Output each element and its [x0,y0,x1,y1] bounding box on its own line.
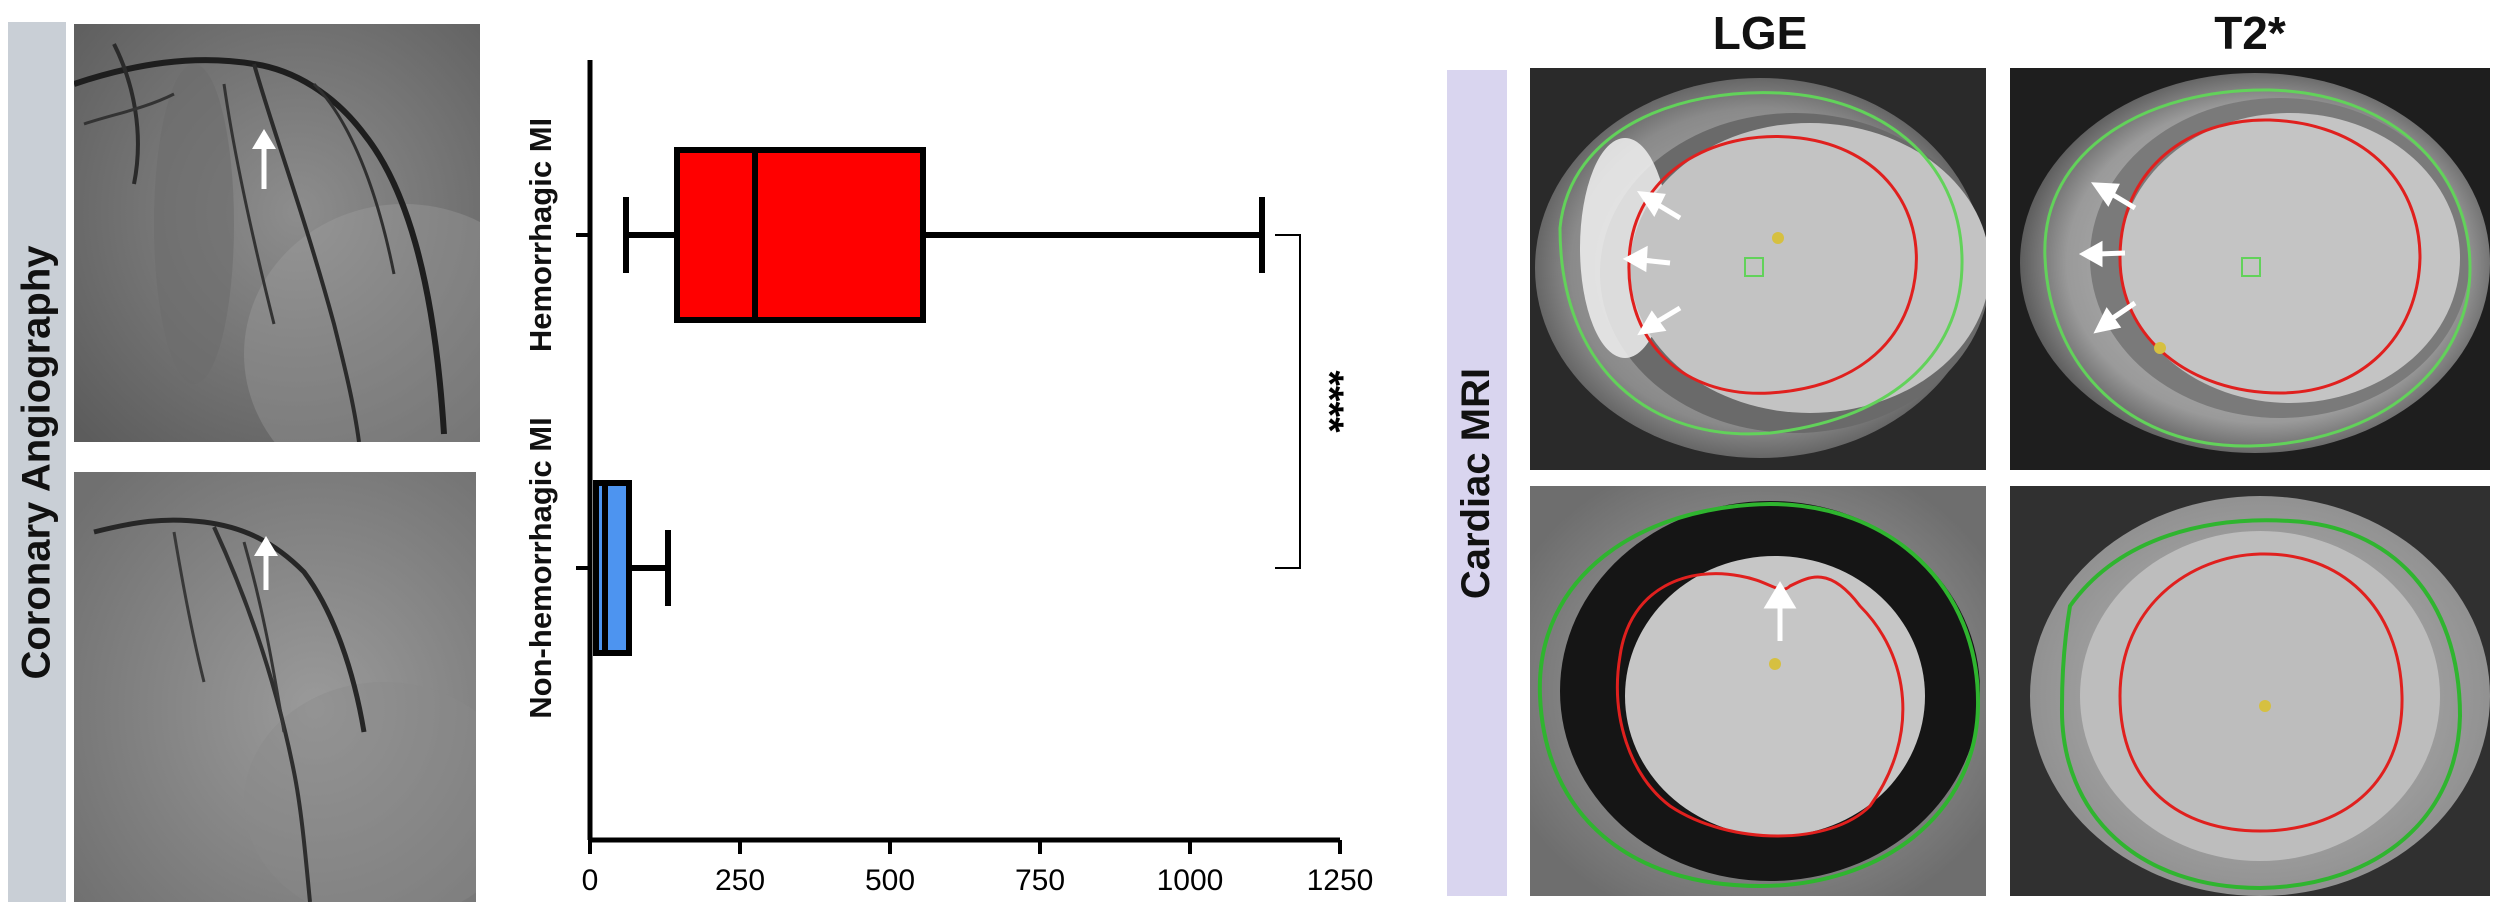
arrow-icon [252,129,276,189]
angiography-image-bottom [74,472,476,902]
boxplot-chart: 0 250 500 750 1000 1250 Hemorrhagic MI Non-hemo… [523,60,1374,910]
mri-t2star-top [2010,68,2490,470]
angiography-label-bar [8,22,66,902]
x-tick-label: 750 [1015,864,1065,897]
mri-label-wrap: Cardiac MRI [1447,70,1507,896]
x-tick-label: 250 [715,864,765,897]
mri-label: Cardiac MRI [1454,367,1499,599]
mri-label-bar [1447,70,1507,896]
mri-t2star-bottom [2010,486,2490,896]
mri-lge-top [1530,68,1986,470]
box [593,480,632,656]
category-label: Non-hemorrhagic MI [523,417,558,718]
arrow-icon [1622,190,1682,336]
mri-lge-bottom [1530,486,1986,896]
chart-axes [576,60,1342,854]
x-tick-label: 1250 [1307,864,1374,897]
angiography-label-wrap: Coronary Angiography [8,22,66,902]
chart-labels: 0 250 500 750 1000 1250 Hemorrhagic MI Non-hemo… [523,118,1374,910]
chart-boxes [593,147,1301,656]
arrow-icon [1763,581,1797,641]
x-tick-label: 500 [865,864,915,897]
arrow-icon [254,536,278,590]
angiography-label: Coronary Angiography [14,244,59,680]
significance-stars: **** [1307,370,1351,433]
box [674,147,926,323]
column-title-lge: LGE [1712,7,1808,59]
category-label: Hemorrhagic MI [523,118,558,352]
significance-bracket [1275,234,1301,569]
x-tick-label: 1000 [1157,864,1224,897]
x-axis-label: Post-reperfusion Peak [hs-cTn-I] (ng/ml) [641,905,1289,910]
column-title-t2star: T2* [2214,7,2286,59]
angiography-image-top [74,24,480,442]
x-tick-label: 0 [582,864,599,897]
arrow-icon [2078,182,2137,334]
